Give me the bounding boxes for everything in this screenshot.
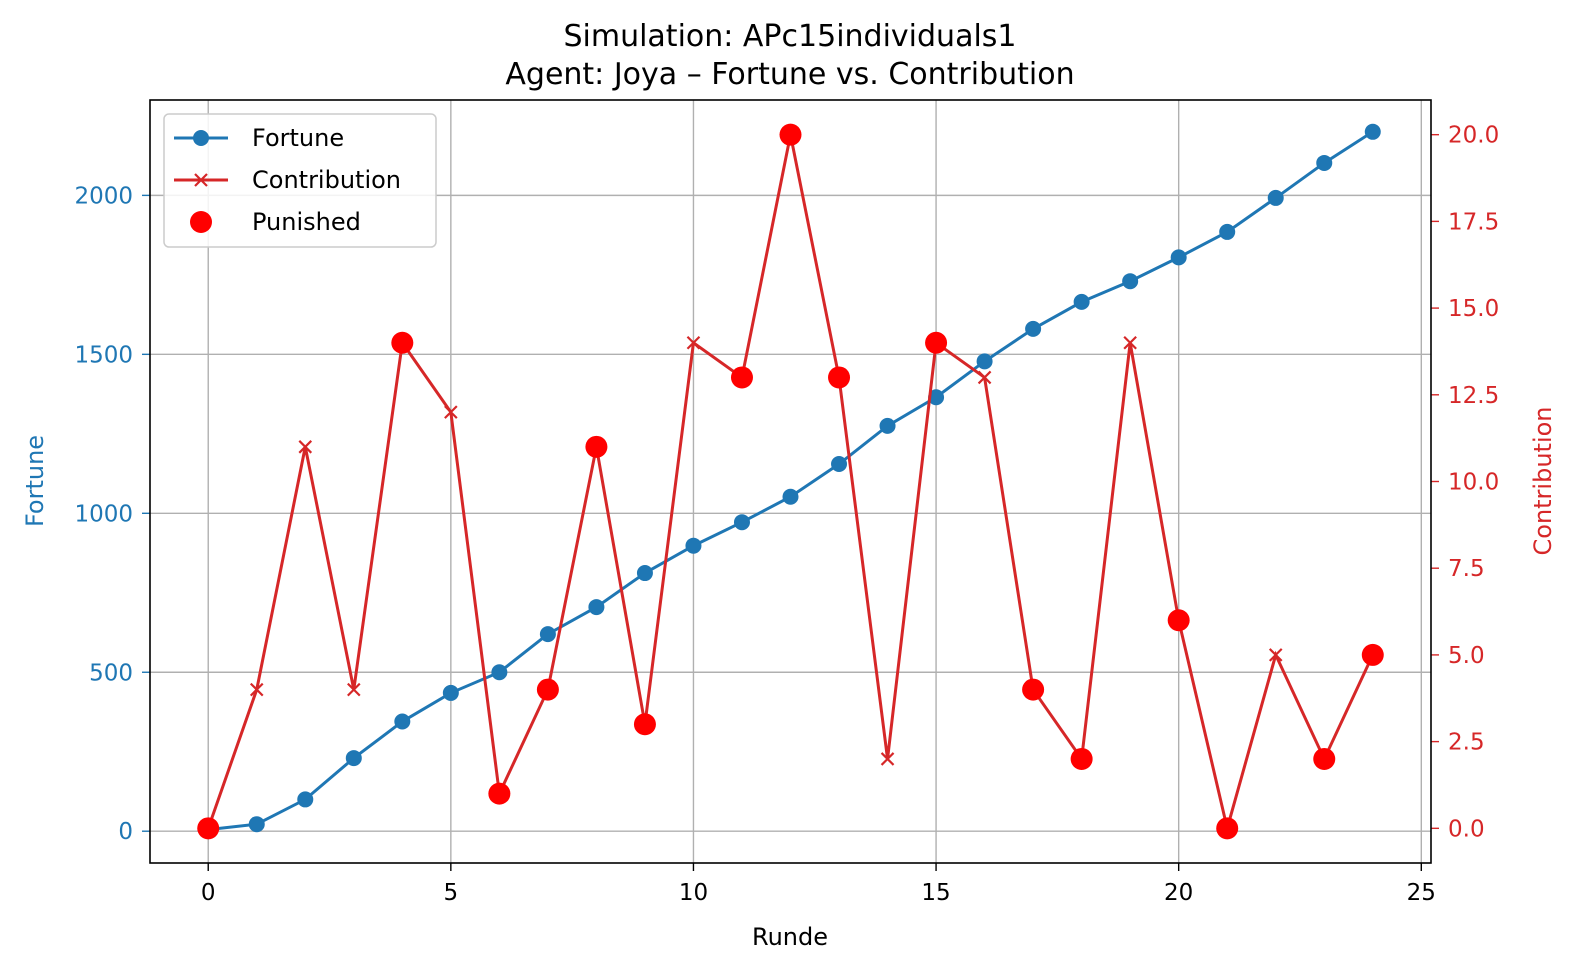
- contribution-point: [347, 682, 361, 697]
- punished-point: [536, 678, 559, 701]
- x-tick-label: 20: [1164, 880, 1193, 906]
- fortune-point: [1122, 273, 1139, 290]
- y-axis-label: Fortune: [21, 435, 49, 527]
- punished-point: [730, 366, 753, 389]
- y2-tick-label: 15.0: [1448, 296, 1499, 322]
- contribution-point: [880, 752, 895, 766]
- contribution-point: [1123, 335, 1137, 350]
- y-tick-label: 1000: [74, 501, 133, 527]
- plot-frame: [149, 99, 1432, 864]
- legend-fortune-label: Fortune: [252, 124, 344, 152]
- legend-fortune-marker: [193, 130, 209, 146]
- fortune-point: [685, 537, 702, 554]
- fortune-point: [1170, 249, 1187, 266]
- fortune-point: [831, 456, 848, 473]
- contribution-point: [249, 682, 264, 697]
- x-tick-label: 5: [444, 880, 459, 906]
- y-tick-label: 500: [89, 660, 133, 686]
- fortune-point: [976, 353, 993, 370]
- contribution-point: [1268, 648, 1283, 662]
- fortune-point: [636, 565, 653, 582]
- fortune-point: [928, 389, 945, 406]
- y-axis-ticks: 0 500 1000 1500 2000: [74, 183, 150, 845]
- series-layer: [197, 123, 1384, 840]
- punished-point: [1070, 747, 1093, 770]
- legend-punished-label: Punished: [252, 208, 361, 236]
- punished-point: [1361, 643, 1384, 666]
- contribution-point: [686, 335, 701, 350]
- chart-subtitle: Agent: Joya – Fortune vs. Contribution: [505, 57, 1074, 92]
- y2-tick-label: 2.5: [1448, 730, 1485, 756]
- y-tick-label: 0: [118, 819, 133, 845]
- y2-tick-label: 10.0: [1448, 470, 1499, 496]
- legend-contribution-marker: [194, 173, 208, 187]
- y2-tick-label: 17.5: [1448, 209, 1499, 235]
- y2-axis-label: Contribution: [1529, 406, 1557, 555]
- punished-point: [1167, 609, 1190, 632]
- chart-title: Simulation: APc15individuals1: [563, 19, 1016, 54]
- x-axis-ticks: 0 5 10 15 20 25: [201, 863, 1436, 906]
- legend-contribution-label: Contribution: [252, 166, 401, 194]
- punished-point: [633, 713, 656, 736]
- punished-point: [585, 435, 608, 458]
- fortune-point: [1073, 293, 1090, 310]
- contribution-point: [298, 440, 313, 454]
- fortune-point: [1267, 189, 1284, 206]
- fortune-point: [1025, 320, 1042, 337]
- punished-point: [488, 782, 511, 805]
- fortune-point: [491, 664, 508, 681]
- y2-axis-ticks: 0.0 2.5 5.0 7.5 10.0 12.5 15.0 17.5 20.0: [1431, 123, 1499, 842]
- contribution-point: [977, 370, 992, 385]
- punished-point: [197, 817, 220, 840]
- y2-tick-label: 7.5: [1448, 556, 1485, 582]
- y-tick-label: 1500: [74, 342, 133, 368]
- x-tick-label: 25: [1407, 880, 1436, 906]
- y-tick-label: 2000: [74, 183, 133, 209]
- x-tick-label: 10: [679, 880, 708, 906]
- x-axis-label: Runde: [752, 923, 828, 951]
- fortune-point: [1316, 154, 1333, 171]
- contribution-point: [444, 405, 458, 419]
- fortune-point: [782, 488, 799, 505]
- punished-point: [1216, 817, 1239, 840]
- y2-tick-label: 0.0: [1448, 816, 1485, 842]
- fortune-point: [394, 713, 411, 730]
- fortune-point: [345, 750, 362, 767]
- fortune-point: [879, 417, 896, 434]
- fortune-point: [248, 816, 265, 833]
- fortune-point: [297, 791, 314, 808]
- punished-point: [925, 331, 948, 354]
- punished-point: [391, 331, 414, 354]
- punished-point: [779, 123, 802, 146]
- x-tick-label: 0: [201, 880, 216, 906]
- punished-point: [1022, 678, 1045, 701]
- punished-point: [1313, 747, 1336, 770]
- fortune-point: [588, 599, 605, 616]
- legend-punished-marker: [190, 211, 212, 233]
- y2-tick-label: 5.0: [1448, 643, 1485, 669]
- punished-point: [828, 366, 851, 389]
- y2-tick-label: 12.5: [1448, 383, 1499, 409]
- fortune-point: [1219, 223, 1236, 240]
- legend-box: [163, 113, 437, 248]
- fortune-point: [539, 626, 556, 643]
- legend: Fortune Contribution Punished: [163, 113, 437, 248]
- y2-tick-label: 20.0: [1448, 123, 1499, 149]
- fortune-point: [733, 514, 750, 531]
- fortune-point: [1364, 123, 1381, 140]
- fortune-point: [442, 684, 459, 701]
- x-tick-label: 15: [921, 880, 950, 906]
